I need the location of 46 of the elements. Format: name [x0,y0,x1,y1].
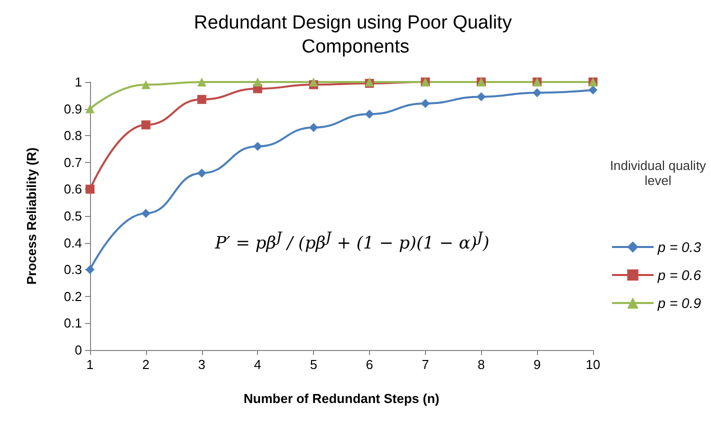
y-tick-label: 0.6 [64,182,82,197]
point [86,265,94,274]
point [253,142,262,151]
point [588,86,598,95]
point [309,78,318,86]
annotation: P′ = pβ$^{J}$ / (pβ$^{J}$ + (1 − p)(1 − α)$^{J}$) [215,230,490,254]
point [197,168,206,178]
y-tick-label: 0.4 [64,235,82,250]
x-tick-label: 8 [478,357,485,372]
point [197,94,206,104]
y-tick-label: 0.9 [64,101,82,116]
x-tick-label: 2 [142,357,150,372]
point [197,78,206,86]
y-tick-label: 0.7 [64,154,82,170]
legend-title: Individual quality level [608,158,708,188]
point [141,80,150,90]
point [476,92,486,102]
y-tick-label: 0.1 [64,316,82,331]
legend-label: p = 0.9 [656,295,702,311]
y-tick-label: 0 [74,342,82,358]
legend-label: p = 0.3 [656,239,702,255]
x-tick-label: 5 [310,357,318,372]
point [86,184,94,194]
y-axis-title: Process Reliability (R) [24,147,39,285]
y-tick-label: 0.8 [64,128,82,144]
x-tick-label: 9 [533,357,541,372]
point [420,98,430,108]
x-tick-label: 1 [86,357,94,372]
legend-label: p = 0.6 [656,267,702,283]
point [532,88,542,98]
x-tick-label: 6 [366,357,374,372]
point [86,104,94,114]
point [141,120,150,130]
x-tick-label: 3 [198,357,206,372]
y-tick-label: 0.5 [64,208,82,224]
chart-title: Redundant Design using Poor Quality Components [194,12,518,58]
x-tick-label: 10 [586,357,600,372]
y-tick-label: 1 [74,74,82,90]
x-tick-label: 7 [422,357,429,372]
point [141,208,150,218]
point [253,78,262,86]
y-tick-label: 0.2 [64,288,82,304]
x-tick-label: 4 [254,357,262,372]
y-tick-label: 0.3 [64,262,82,278]
point [364,110,374,119]
x-axis-title: Number of Redundant Steps (n) [244,391,440,406]
